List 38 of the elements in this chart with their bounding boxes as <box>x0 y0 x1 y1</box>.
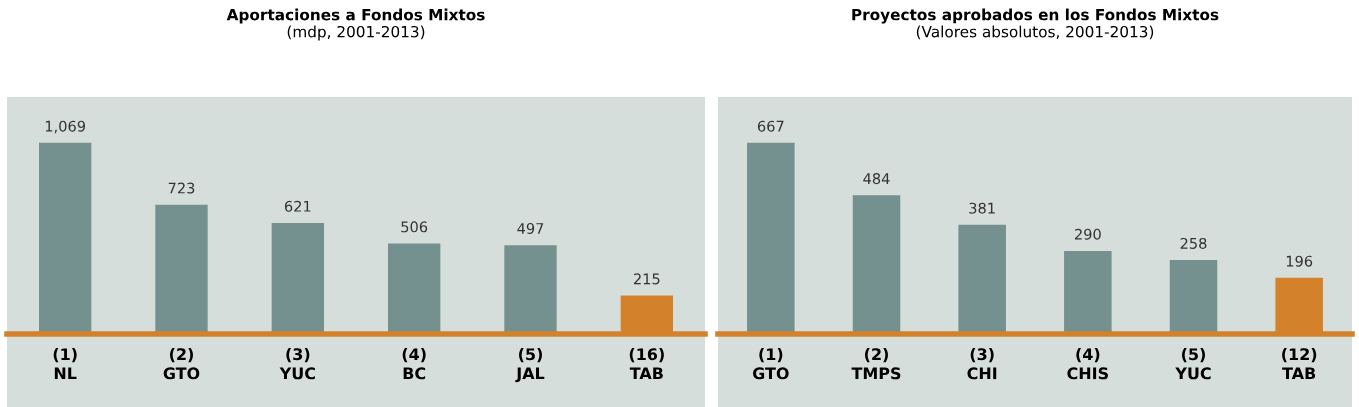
bar <box>387 243 441 334</box>
data-label: 723 <box>168 182 195 194</box>
x-tick-label: (4) CHIS <box>1067 347 1108 380</box>
bar <box>38 142 92 334</box>
data-label: 258 <box>1180 237 1207 249</box>
data-label: 381 <box>969 202 995 214</box>
data-label: 1,069 <box>45 120 86 134</box>
bar <box>747 142 795 334</box>
data-label: 621 <box>284 200 311 212</box>
data-label: 497 <box>517 222 544 234</box>
bar <box>155 204 208 334</box>
chart-title: Aportaciones a Fondos Mixtos <box>226 8 485 24</box>
x-tick-label: (3) YUC <box>279 347 315 380</box>
x-tick-label: (2) TMPS <box>851 347 901 380</box>
data-label: 290 <box>1074 228 1101 240</box>
bar <box>1169 260 1218 334</box>
data-label: 484 <box>863 173 890 185</box>
chart-title: Proyectos aprobados en los Fondos Mixtos <box>852 8 1219 24</box>
data-label: 506 <box>401 221 428 233</box>
chart-subtitle: (mdp, 2001-2013) <box>287 25 425 41</box>
bar <box>958 224 1006 334</box>
bar <box>271 222 325 334</box>
x-tick-label: (5) YUC <box>1175 347 1211 380</box>
x-tick-label: (5) JAL <box>515 347 545 383</box>
data-label: 196 <box>1286 255 1313 267</box>
x-tick-label: (4) BC <box>402 347 426 380</box>
bar <box>852 195 901 334</box>
chart-subtitle: (Valores absolutos, 2001-2013) <box>916 25 1154 40</box>
bar <box>504 245 557 334</box>
x-tick-label: (12) TAB <box>1282 347 1317 380</box>
x-tick-label: (3) CHI <box>967 347 997 380</box>
x-tick-label: (2) GTO <box>163 347 200 380</box>
data-label: 667 <box>757 120 784 132</box>
x-tick-label: (1) GTO <box>752 347 789 380</box>
x-tick-label: (1) NL <box>53 347 77 380</box>
bar <box>1064 250 1112 334</box>
data-label: 215 <box>633 273 660 285</box>
x-tick-label: (16) TAB <box>629 347 664 380</box>
